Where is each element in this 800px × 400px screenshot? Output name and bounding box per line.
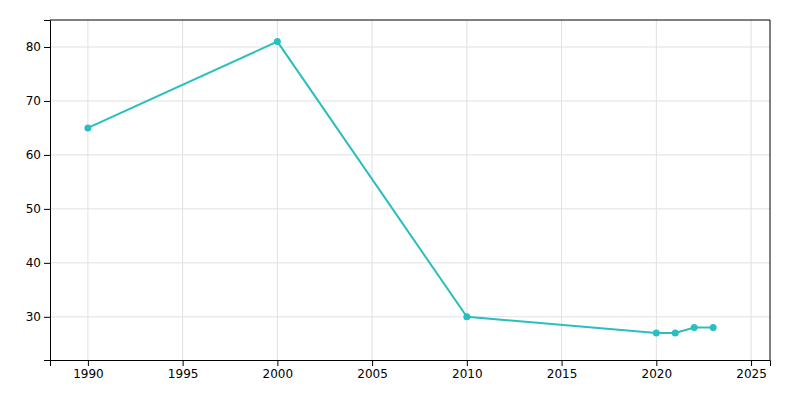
tick-mark	[44, 209, 50, 210]
tick-mark	[656, 360, 657, 366]
chart-svg: 1990 1995 2000 2005 2010 2015 2020 2025 30 40 50 60…	[0, 0, 800, 400]
tick-label: 2025	[736, 367, 767, 381]
tick: 70	[26, 94, 50, 108]
point	[691, 324, 698, 331]
line	[88, 42, 713, 333]
tick-label: 40	[26, 256, 41, 270]
grid-line-y	[50, 154, 770, 155]
tick: 2010	[452, 360, 483, 381]
tick-mark	[44, 317, 50, 318]
point	[463, 313, 470, 320]
tick-mark	[44, 155, 50, 156]
tick-mark	[751, 360, 752, 366]
point	[653, 330, 660, 337]
tick-label: 50	[26, 202, 41, 216]
tick: 1995	[168, 360, 199, 381]
grid-line-y	[50, 316, 770, 317]
tick-label: 2010	[452, 367, 483, 381]
tick-mark	[88, 360, 89, 366]
tick-mark	[183, 360, 184, 366]
tick-mark	[44, 47, 50, 48]
tick-label: 2000	[263, 367, 294, 381]
tick-mark	[44, 263, 50, 264]
tick-mark	[277, 360, 278, 366]
tick-label: 2020	[642, 367, 673, 381]
tick-label: 2005	[357, 367, 388, 381]
tick: 2000	[263, 360, 294, 381]
grid-line-x	[561, 20, 562, 360]
frame-right	[770, 20, 771, 360]
tick-label: 1990	[73, 367, 104, 381]
tick-label: 2015	[547, 367, 578, 381]
y-axis: 30 40 50 60 70 80	[26, 21, 51, 361]
tick: 60	[26, 148, 50, 162]
tick: 80	[26, 40, 50, 54]
grid	[50, 20, 770, 360]
grid-line-x	[656, 20, 657, 360]
tick-mark	[562, 360, 563, 366]
tick-label: 70	[26, 94, 41, 108]
grid-line-x	[182, 20, 183, 360]
tick-label: 80	[26, 40, 41, 54]
grid-line-y	[50, 100, 770, 101]
tick-mark	[372, 360, 373, 366]
point	[84, 124, 91, 131]
grid-line-x	[751, 20, 752, 360]
point	[710, 324, 717, 331]
tick: 50	[26, 202, 50, 216]
tick: 2005	[357, 360, 388, 381]
grid-line-x	[466, 20, 467, 360]
x-axis: 1990 1995 2000 2005 2010 2015 2020 2025	[51, 360, 771, 381]
tick: 40	[26, 256, 50, 270]
tick: 2020	[642, 360, 673, 381]
chart-container: 1990 1995 2000 2005 2010 2015 2020 2025 30 40 50 60…	[0, 0, 800, 400]
tick-label: 1995	[168, 367, 199, 381]
tick-mark	[467, 360, 468, 366]
grid-line-y	[50, 46, 770, 47]
grid-line-y	[50, 262, 770, 263]
tick: 2015	[547, 360, 578, 381]
tick: 1990	[73, 360, 104, 381]
tick: 30	[26, 310, 50, 324]
tick: 2025	[736, 360, 767, 381]
grid-line-x	[87, 20, 88, 360]
frame-top	[50, 20, 770, 21]
axis-line	[44, 21, 51, 361]
point	[274, 38, 281, 45]
plot: 1990 1995 2000 2005 2010 2015 2020 2025 30 40 50 60…	[26, 20, 771, 381]
tick-mark	[44, 101, 50, 102]
tick-label: 30	[26, 310, 41, 324]
grid-line-x	[372, 20, 373, 360]
axis-line	[51, 361, 771, 367]
marks	[84, 38, 716, 336]
grid-line-x	[277, 20, 278, 360]
point	[672, 330, 679, 337]
grid-line-y	[50, 208, 770, 209]
tick-label: 60	[26, 148, 41, 162]
